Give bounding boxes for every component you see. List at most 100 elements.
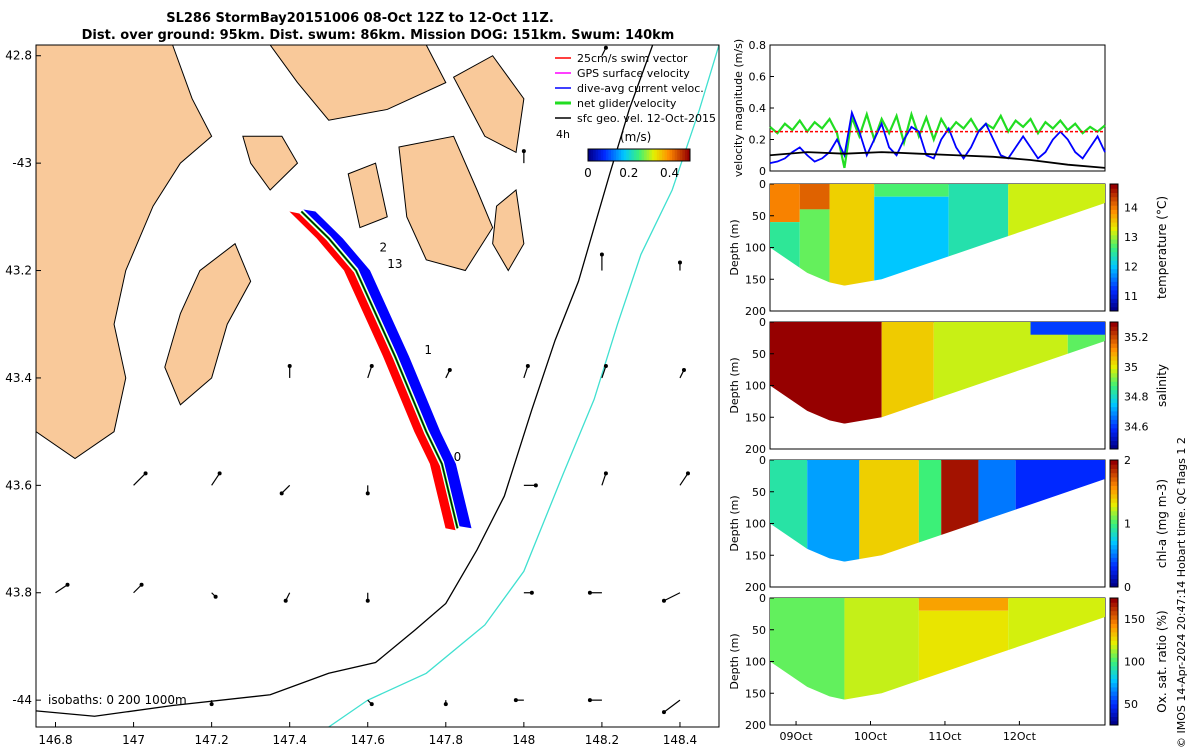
- section-colorbar-cell: [1110, 598, 1118, 603]
- colorbar-tick-label: 0.4: [660, 166, 679, 180]
- section-colorbar-cell: [1110, 372, 1118, 378]
- current-vector-head: [603, 363, 608, 368]
- colorbar-frame: [587, 148, 691, 162]
- section-colorbar-cell: [1110, 444, 1118, 450]
- colorbar-cell: [679, 149, 683, 161]
- section-colorbar-cell: [1110, 385, 1118, 391]
- section-y-tick-label: 150: [745, 273, 766, 286]
- section-colorbar-cell: [1110, 661, 1118, 667]
- current-vector-head: [599, 252, 604, 257]
- section-colorbar-cell: [1110, 708, 1118, 713]
- section-colorbar-tick-label: 150: [1124, 613, 1145, 626]
- section-colorbar-cell: [1110, 277, 1118, 282]
- isobath-1000m: [328, 45, 719, 727]
- section-y-label: Depth (m): [728, 633, 741, 689]
- current-vector-head: [587, 698, 592, 703]
- section-cell: [770, 184, 800, 223]
- section-cell: [807, 460, 860, 562]
- current-vector: [679, 473, 689, 486]
- section-colorbar-tick-label: 100: [1124, 656, 1145, 669]
- section-colorbar-cell: [1110, 653, 1118, 658]
- section-colorbar-cell: [1110, 436, 1118, 442]
- current-vector-head: [661, 598, 666, 603]
- current-vector-head: [525, 363, 530, 368]
- section-colorbar-cell: [1110, 544, 1118, 550]
- colorbar-cell: [613, 149, 617, 161]
- imos-credit: © IMOS 14-Apr-2024 20:47:14 Hobart time.…: [1175, 437, 1188, 748]
- x-tick-label: 147.2: [194, 733, 228, 747]
- x-tick-label: 147: [122, 733, 145, 747]
- section-colorbar-cell: [1110, 402, 1118, 408]
- section-colorbar-cell: [1110, 343, 1118, 348]
- colorbar-cell: [639, 149, 643, 161]
- section-colorbar-cell: [1110, 481, 1118, 486]
- section-colorbar-tick-label: 50: [1124, 698, 1138, 711]
- section-colorbar-cell: [1110, 657, 1118, 662]
- legend-item: sfc geo. vel. 12-Oct-2015: [577, 112, 716, 125]
- y-tick-label: -43: [12, 156, 32, 170]
- colorbar-tick-label: 0: [584, 166, 592, 180]
- section-colorbar-cell: [1110, 334, 1118, 340]
- section-colorbar-cell: [1110, 264, 1118, 270]
- section-cell: [874, 184, 949, 197]
- land-region: [492, 189, 525, 272]
- section-y-tick-label: 50: [752, 210, 766, 223]
- current-vector-head: [209, 702, 214, 707]
- current-vector-head: [369, 702, 374, 707]
- colorbar-cell: [654, 149, 658, 161]
- section-colorbar-cell: [1110, 578, 1118, 584]
- section-cell: [918, 598, 1009, 611]
- section-x-tick-label: 11Oct: [928, 730, 962, 743]
- section-colorbar-cell: [1110, 720, 1118, 726]
- section-colorbar-frame: [1109, 321, 1119, 450]
- colorbar-cell: [623, 149, 627, 161]
- section-colorbar-cell: [1110, 410, 1118, 416]
- current-vector-head: [587, 590, 592, 595]
- colorbar-cell: [672, 149, 676, 161]
- current-vector-head: [681, 367, 686, 372]
- colorbar-cell: [603, 149, 607, 161]
- section-colorbar-cell: [1110, 553, 1118, 558]
- section-colorbar-cell: [1110, 364, 1118, 370]
- section-salinity: 0 50 100 150 200 Depth (m) 34.6 34.8 35 35.2 salin…: [728, 316, 1169, 456]
- section-colorbar-cell: [1110, 678, 1118, 684]
- section-colorbar-cell: [1110, 393, 1118, 399]
- section-colorbar-tick-label: 34.6: [1124, 421, 1149, 434]
- current-vector-head: [685, 471, 690, 476]
- section-colorbar-cell: [1110, 260, 1118, 265]
- section-colorbar-cell: [1110, 716, 1118, 722]
- section-colorbar-cell: [1110, 406, 1118, 412]
- legend-item: 25cm/s swim vector: [577, 52, 688, 65]
- section-colorbar-tick-label: 2: [1124, 454, 1131, 467]
- current-vector-head: [529, 590, 534, 595]
- section-y-tick-label: 100: [745, 656, 766, 669]
- colorbar-cell: [595, 149, 599, 161]
- section-y-tick-label: 0: [759, 454, 766, 467]
- section-temperature: 0 50 100 150 200 Depth (m) 11 12 13 14 temperature…: [728, 178, 1169, 318]
- velocity-y-tick-label: 0.4: [749, 102, 767, 115]
- section-colorbar-cell: [1110, 289, 1118, 295]
- section-y-tick-label: 200: [745, 719, 766, 732]
- section-colorbar-cell: [1110, 234, 1118, 240]
- colorbar-label: (m/s): [620, 130, 651, 144]
- section-colorbar-tick-label: 35.2: [1124, 331, 1149, 344]
- colorbar-cell: [633, 149, 637, 161]
- section-x-tick-label: 12Oct: [1003, 730, 1037, 743]
- section-colorbar-cell: [1110, 347, 1118, 353]
- legend-item: GPS surface velocity: [577, 67, 690, 80]
- section-y-tick-label: 200: [745, 305, 766, 318]
- section-x-tick-label: 09Oct: [780, 730, 814, 743]
- y-tick-label: -44: [12, 693, 32, 707]
- section-y-tick-label: 50: [752, 486, 766, 499]
- current-vector: [133, 472, 146, 486]
- scale-label: 4h: [556, 128, 570, 141]
- colorbar-cell: [626, 149, 630, 161]
- colorbar-cell: [621, 149, 625, 161]
- land-region: [164, 242, 252, 406]
- section-colorbar-cell: [1110, 536, 1118, 541]
- velocity-y-tick-label: 0: [759, 165, 766, 178]
- section-colorbar-cell: [1110, 476, 1118, 482]
- section-colorbar-cell: [1110, 644, 1118, 650]
- colorbar-cell: [618, 149, 622, 161]
- section-colorbar-cell: [1110, 351, 1118, 357]
